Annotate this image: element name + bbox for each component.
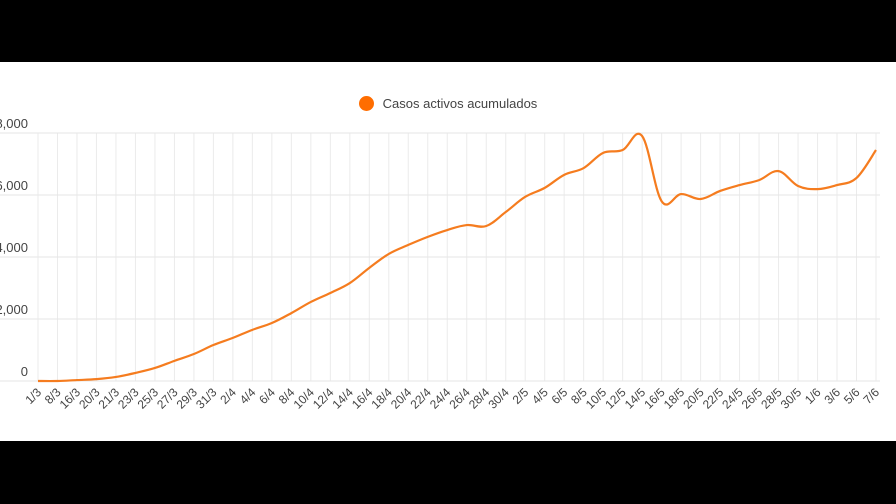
legend-marker-icon — [358, 96, 374, 111]
y-tick-label: 2,000 — [0, 302, 28, 317]
x-tick-label: 6/5 — [549, 385, 571, 407]
x-tick-label: 30/4 — [485, 385, 512, 412]
y-tick-label: 6,000 — [0, 178, 28, 193]
x-tick-label: 4/5 — [529, 385, 551, 407]
x-tick-label: 1/3 — [22, 385, 44, 407]
y-tick-label: 0 — [21, 364, 28, 379]
y-tick-label: 8,000 — [0, 116, 28, 131]
series-line — [37, 132, 877, 383]
x-tick-label: 30/5 — [778, 385, 805, 412]
x-tick-label: 3/6 — [821, 385, 843, 407]
legend[interactable]: Casos activos acumulados — [0, 96, 896, 111]
x-tick-label: 5/6 — [841, 385, 863, 407]
x-tick-label: 31/3 — [193, 385, 220, 412]
legend-label: Casos activos acumulados — [382, 96, 538, 111]
x-tick-label: 2/4 — [217, 385, 239, 407]
x-tick-label: 2/5 — [510, 385, 532, 407]
x-tick-label: 4/4 — [237, 385, 259, 407]
x-tick-label: 6/4 — [256, 385, 278, 407]
y-tick-label: 4,000 — [0, 240, 28, 255]
chart-area — [0, 62, 896, 441]
x-tick-label: 1/6 — [802, 385, 824, 407]
x-tick-label: 7/6 — [860, 385, 882, 407]
